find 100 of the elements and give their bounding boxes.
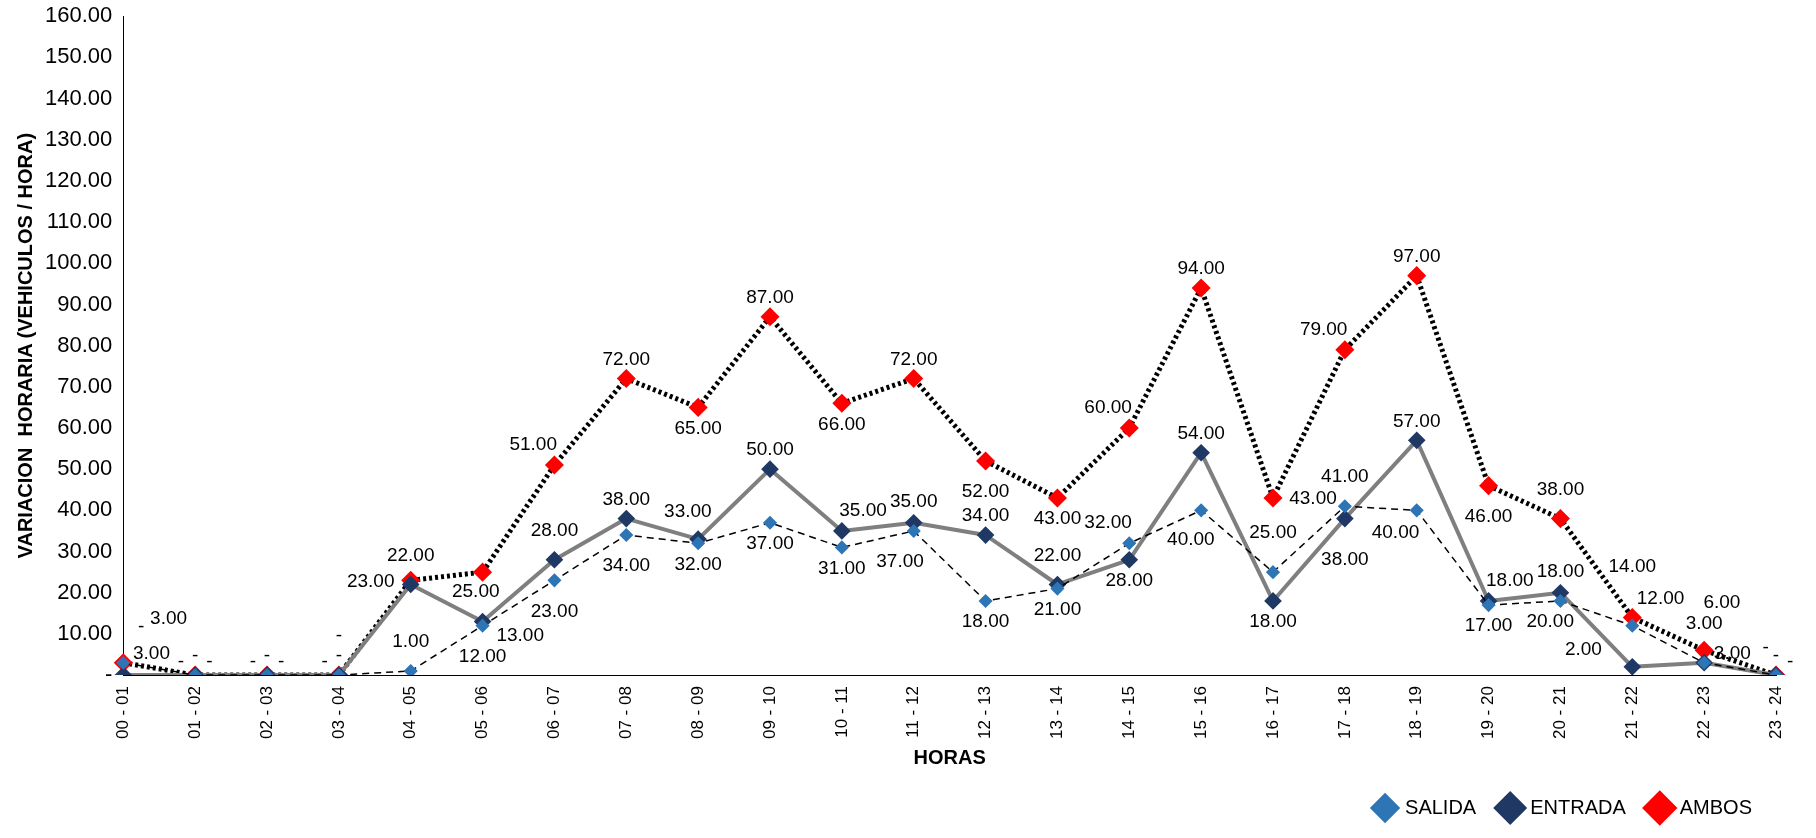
data-label: 31.00 (818, 556, 866, 578)
data-label: 21.00 (1033, 597, 1082, 619)
x-tick-label: 04 - 05 (400, 686, 420, 740)
data-label: 18.00 (961, 610, 1010, 632)
data-label: - (335, 624, 343, 646)
data-label: 3.00 (1685, 611, 1723, 633)
data-label: 38.00 (1321, 547, 1369, 569)
data-label: 2.00 (1564, 638, 1602, 660)
data-label: 40.00 (1167, 527, 1215, 549)
x-tick-label: 05 - 06 (472, 686, 492, 740)
x-tick-label: 13 - 14 (1047, 686, 1067, 740)
data-label: 72.00 (889, 347, 938, 369)
data-label: 3.00 (150, 606, 188, 628)
data-label: 65.00 (674, 416, 722, 438)
data-label: 25.00 (451, 580, 500, 602)
x-tick-label: 17 - 18 (1334, 686, 1354, 740)
data-label: 43.00 (1289, 487, 1337, 509)
x-tick-label: 08 - 09 (687, 686, 707, 740)
data-label: 60.00 (1084, 396, 1132, 418)
x-tick-label: 22 - 23 (1693, 686, 1713, 740)
data-label: 51.00 (509, 433, 557, 455)
x-tick-label: 18 - 19 (1406, 686, 1426, 740)
x-tick-label: 02 - 03 (256, 686, 276, 740)
data-label: 13.00 (496, 624, 544, 646)
data-label: 3.00 (132, 641, 170, 663)
data-label: 14.00 (1608, 554, 1657, 576)
y-tick-label: 20.00 (57, 578, 113, 604)
x-axis-title: HORAS (913, 745, 986, 768)
x-tick-label: 03 - 04 (328, 686, 348, 740)
x-tick-label: 09 - 10 (759, 686, 779, 740)
data-label: 52.00 (961, 480, 1010, 502)
x-tick-label: 06 - 07 (544, 686, 564, 740)
data-label: 38.00 (1536, 477, 1585, 499)
data-label: - (277, 650, 285, 672)
data-label: 41.00 (1321, 465, 1369, 487)
y-tick-label: 120.00 (44, 166, 113, 192)
data-label: 25.00 (1249, 521, 1297, 543)
x-tick-label: 12 - 13 (975, 686, 995, 740)
data-label: 57.00 (1392, 409, 1441, 431)
y-axis-title: VARIACION HORARIA (VEHICULOS / HORA) (13, 132, 36, 559)
x-tick-label: 07 - 08 (615, 686, 635, 740)
data-label: 28.00 (1105, 569, 1154, 591)
data-label: 37.00 (876, 549, 924, 571)
x-tick-label: 20 - 21 (1550, 686, 1570, 740)
data-label: 79.00 (1299, 317, 1348, 339)
data-label: 37.00 (746, 531, 794, 553)
x-tick-label: 01 - 02 (184, 686, 204, 740)
data-label: 50.00 (746, 438, 794, 460)
data-label: - (1772, 644, 1780, 666)
data-label: - (249, 650, 257, 672)
data-label: 54.00 (1177, 421, 1225, 443)
data-label: 66.00 (818, 412, 866, 434)
data-label: 33.00 (664, 500, 712, 522)
y-tick-label: 150.00 (44, 43, 113, 69)
data-label: 18.00 (1249, 610, 1297, 632)
data-label: 23.00 (346, 569, 395, 591)
data-label: - (335, 644, 343, 666)
data-label: 1.00 (392, 630, 430, 652)
y-tick-label: 40.00 (57, 496, 113, 522)
y-tick-label: 140.00 (44, 84, 113, 110)
data-label: 38.00 (602, 487, 651, 509)
y-tick-label: 110.00 (46, 208, 113, 234)
legend-label: SALIDA (1405, 795, 1477, 818)
y-tick-label: 50.00 (57, 455, 113, 481)
data-label: 35.00 (889, 490, 938, 512)
x-tick-label: 00 - 01 (112, 686, 132, 740)
data-label: 3.00 (1713, 641, 1751, 663)
y-tick-label: 70.00 (57, 372, 113, 398)
data-label: 43.00 (1033, 507, 1082, 529)
data-label: 40.00 (1371, 520, 1420, 542)
x-tick-label: 23 - 24 (1765, 686, 1785, 740)
data-label: - (206, 650, 213, 672)
data-label: 18.00 (1536, 560, 1585, 582)
y-tick-label: 80.00 (57, 331, 113, 357)
y-tick-label: 10.00 (57, 619, 113, 645)
x-tick-label: 10 - 11 (831, 686, 851, 738)
data-label: 23.00 (530, 599, 579, 621)
y-tick-label: 90.00 (57, 290, 113, 316)
legend-label: AMBOS (1679, 795, 1753, 818)
data-label: 32.00 (1084, 511, 1132, 533)
data-label: 97.00 (1392, 244, 1441, 266)
data-label: 12.00 (458, 644, 507, 666)
data-label: 22.00 (386, 543, 435, 565)
x-tick-label: 16 - 17 (1262, 686, 1282, 740)
data-label: - (1762, 636, 1769, 658)
data-label: - (137, 615, 145, 637)
data-label: - (321, 650, 328, 672)
data-label: - (177, 650, 185, 672)
data-label: 22.00 (1033, 543, 1082, 565)
data-label: 6.00 (1703, 590, 1741, 612)
data-label: 12.00 (1636, 586, 1685, 608)
data-label: - (263, 644, 271, 666)
data-label: 35.00 (839, 498, 887, 520)
data-label: 28.00 (530, 519, 579, 541)
x-tick-label: 21 - 22 (1621, 686, 1641, 740)
data-label: - (191, 644, 199, 666)
data-label: 34.00 (602, 554, 651, 576)
data-label: 18.00 (1486, 568, 1534, 590)
data-label: 34.00 (961, 504, 1010, 526)
y-tick-label: - (104, 661, 113, 687)
